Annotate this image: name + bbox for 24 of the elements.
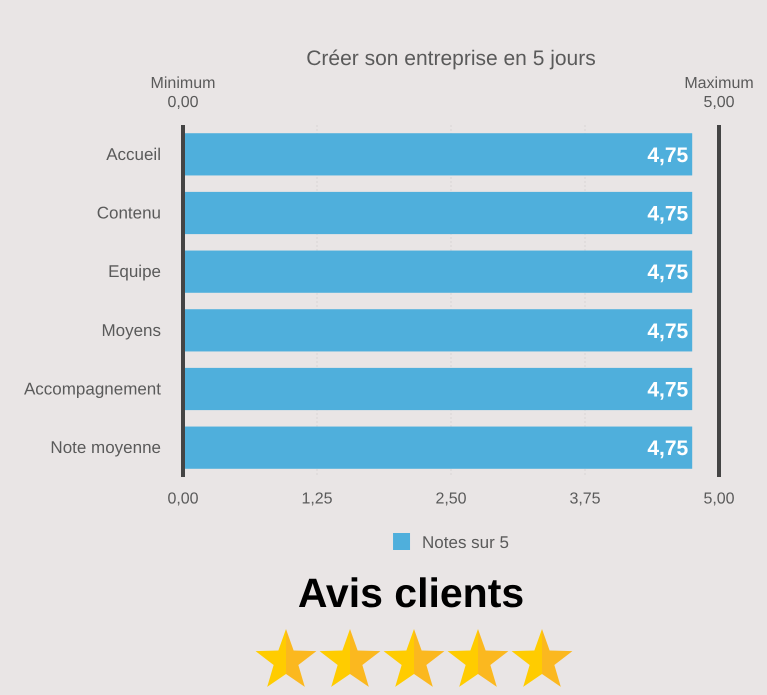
chart-title: Créer son entreprise en 5 jours xyxy=(306,47,596,70)
y-tick-label: Moyens xyxy=(101,320,161,340)
legend-label: Notes sur 5 xyxy=(422,532,509,552)
data-label: 4,75 xyxy=(647,378,689,402)
data-label: 4,75 xyxy=(647,144,689,167)
x-tick-label: 3,75 xyxy=(569,490,601,508)
y-tick-label: Accueil xyxy=(106,144,161,164)
y-tick-label: Accompagnement xyxy=(24,379,162,398)
data-label: 4,75 xyxy=(647,261,689,284)
y-tick-label: Contenu xyxy=(96,203,161,222)
data-label: 4,75 xyxy=(647,437,689,460)
x2-tick-label: 5,00 xyxy=(703,94,735,111)
x-tick-label: 2,50 xyxy=(435,490,467,508)
y-tick-label: Equipe xyxy=(108,262,161,282)
ref-line-label: Maximum xyxy=(684,75,754,92)
x-tick-label: 5,00 xyxy=(703,490,735,508)
x-tick-label: 0,00 xyxy=(167,490,199,508)
text: Minimum xyxy=(150,75,216,92)
data-label: 4,75 xyxy=(647,202,689,226)
x-tick-label: 1,25 xyxy=(301,490,333,508)
y-tick-label: Note moyenne xyxy=(50,438,161,458)
text: Avis clients xyxy=(298,570,524,616)
x2-tick-label: 0,00 xyxy=(167,94,199,111)
data-label: 4,75 xyxy=(647,320,689,343)
